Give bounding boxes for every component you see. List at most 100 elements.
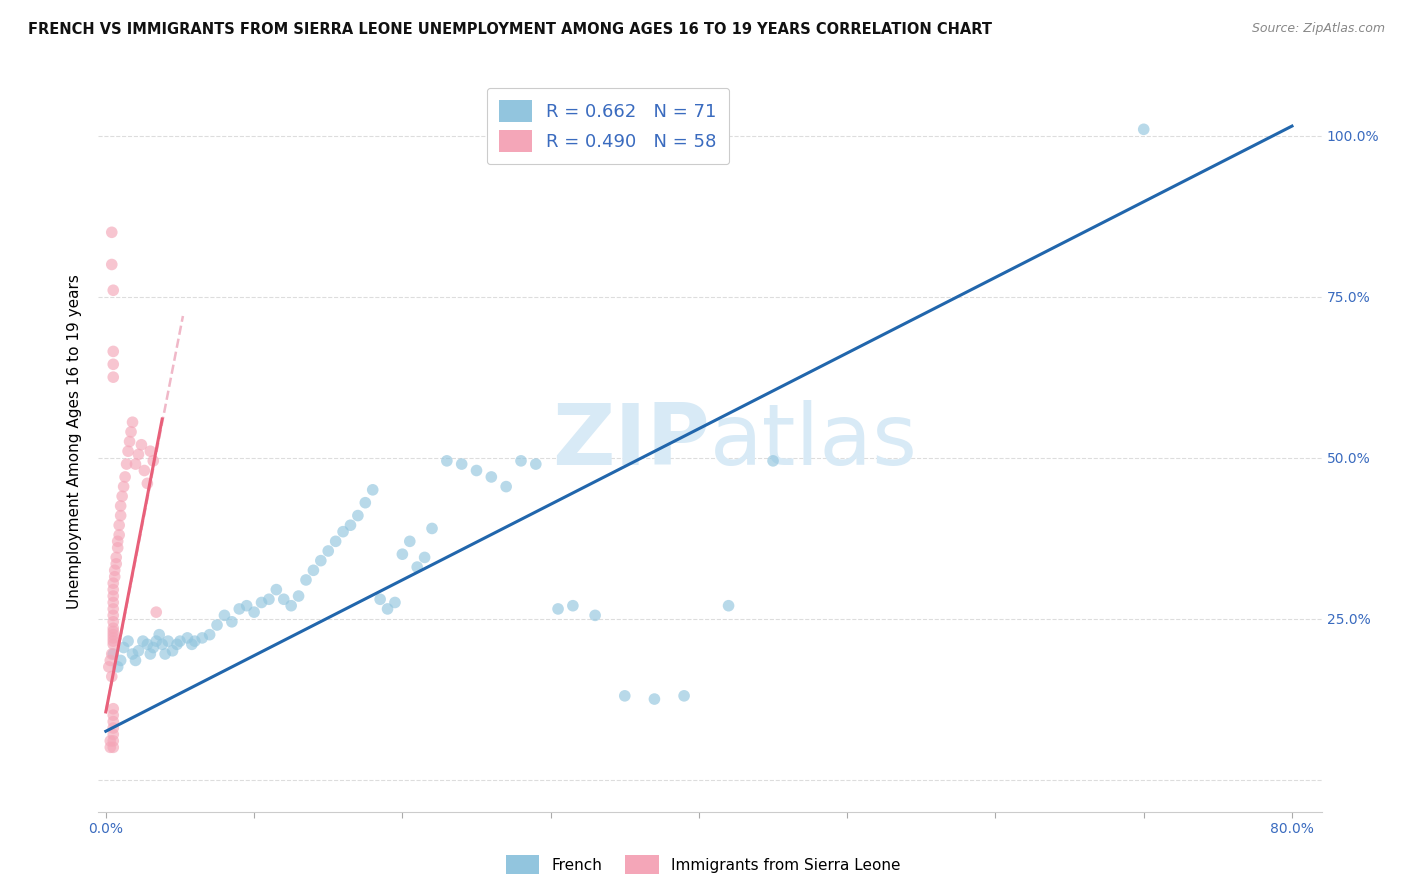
Text: Source: ZipAtlas.com: Source: ZipAtlas.com — [1251, 22, 1385, 36]
Point — [205, 618, 228, 632]
Point — [124, 457, 146, 471]
Point — [243, 605, 266, 619]
Point — [103, 734, 125, 748]
Point — [166, 637, 188, 651]
Point — [103, 283, 125, 297]
Point — [547, 602, 569, 616]
Point — [103, 589, 125, 603]
Point — [273, 592, 295, 607]
Point — [495, 480, 517, 494]
Point — [762, 454, 785, 468]
Point — [103, 624, 125, 639]
Text: atlas: atlas — [710, 400, 918, 483]
Point — [132, 634, 155, 648]
Point — [332, 524, 354, 539]
Point — [103, 615, 125, 629]
Point — [361, 483, 384, 497]
Point — [250, 595, 273, 609]
Point — [117, 634, 139, 648]
Point — [339, 518, 361, 533]
Point — [145, 634, 167, 648]
Point — [107, 541, 129, 555]
Point — [139, 647, 162, 661]
Point — [325, 534, 347, 549]
Point — [103, 721, 125, 735]
Point — [121, 415, 143, 429]
Point — [561, 599, 583, 613]
Point — [98, 740, 121, 755]
Point — [103, 370, 125, 384]
Point — [413, 550, 436, 565]
Point — [103, 576, 125, 591]
Point — [145, 605, 167, 619]
Point — [347, 508, 370, 523]
Point — [354, 496, 377, 510]
Point — [100, 669, 122, 683]
Point — [103, 727, 125, 741]
Point — [103, 637, 125, 651]
Point — [103, 628, 125, 642]
Point — [100, 225, 122, 239]
Point — [302, 563, 325, 577]
Point — [266, 582, 288, 597]
Point — [114, 470, 136, 484]
Point — [103, 608, 125, 623]
Point — [124, 653, 146, 667]
Point — [134, 463, 156, 477]
Point — [287, 589, 309, 603]
Point — [111, 489, 134, 503]
Point — [153, 647, 176, 661]
Point — [105, 557, 128, 571]
Point — [112, 480, 135, 494]
Point — [309, 554, 332, 568]
Point — [524, 457, 547, 471]
Point — [107, 534, 129, 549]
Point — [103, 740, 125, 755]
Point — [127, 644, 149, 658]
Text: ZIP: ZIP — [553, 400, 710, 483]
Point — [131, 438, 153, 452]
Y-axis label: Unemployment Among Ages 16 to 19 years: Unemployment Among Ages 16 to 19 years — [67, 274, 83, 609]
Point — [108, 528, 131, 542]
Point — [295, 573, 318, 587]
Point — [377, 602, 399, 616]
Point — [214, 608, 236, 623]
Point — [120, 425, 142, 439]
Point — [110, 508, 132, 523]
Point — [98, 734, 121, 748]
Point — [280, 599, 302, 613]
Point — [136, 637, 159, 651]
Point — [221, 615, 243, 629]
Point — [150, 637, 173, 651]
Point — [103, 621, 125, 635]
Point — [127, 447, 149, 461]
Point — [103, 634, 125, 648]
Point — [103, 357, 125, 371]
Point — [510, 454, 533, 468]
Point — [613, 689, 636, 703]
Point — [450, 457, 472, 471]
Point — [162, 644, 184, 658]
Point — [97, 660, 120, 674]
Point — [384, 595, 406, 609]
Point — [98, 653, 121, 667]
Point — [673, 689, 696, 703]
Point — [104, 570, 127, 584]
Point — [117, 444, 139, 458]
Point — [142, 454, 165, 468]
Point — [104, 563, 127, 577]
Point — [121, 647, 143, 661]
Point — [316, 544, 339, 558]
Point — [112, 640, 135, 655]
Point — [103, 344, 125, 359]
Point — [1132, 122, 1154, 136]
Point — [157, 634, 180, 648]
Point — [110, 499, 132, 513]
Point — [110, 653, 132, 667]
Point — [103, 708, 125, 723]
Point — [391, 547, 413, 561]
Point — [479, 470, 502, 484]
Point — [420, 521, 443, 535]
Point — [176, 631, 198, 645]
Point — [465, 463, 488, 477]
